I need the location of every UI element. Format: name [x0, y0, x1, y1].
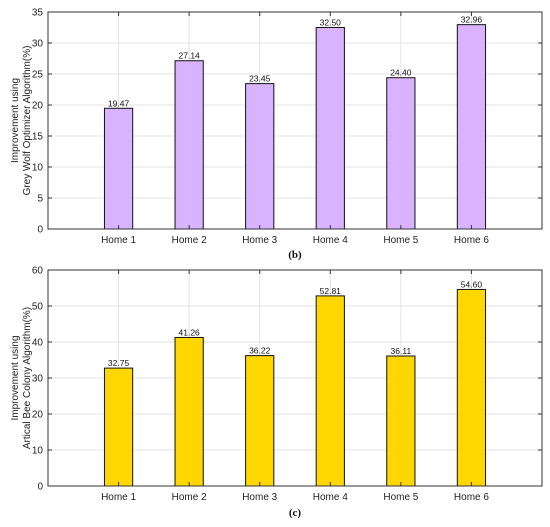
- bar: [315, 27, 345, 230]
- data-label: 27.14: [179, 51, 201, 61]
- y-axis-label-line: Improvement using: [10, 335, 21, 420]
- data-label: 41.26: [179, 327, 201, 337]
- x-tick-label: Home 3: [242, 492, 277, 503]
- x-tick-label: Home 5: [383, 492, 418, 503]
- panel-label: (c): [289, 507, 302, 519]
- bar: [103, 367, 134, 487]
- y-tick-label: 25: [32, 70, 44, 81]
- y-axis-label: Improvement usingGrey Wolf Optimizer Alg…: [10, 46, 33, 196]
- bar: [315, 295, 345, 487]
- bar: [174, 60, 204, 230]
- y-tick-label: 0: [37, 225, 43, 236]
- y-tick-label: 60: [32, 266, 44, 277]
- y-tick-label: 20: [32, 101, 44, 112]
- y-tick-label: 20: [32, 410, 44, 421]
- x-tick-label: Home 4: [313, 492, 348, 503]
- y-tick-label: 0: [37, 482, 43, 493]
- x-tick-label: Home 2: [172, 492, 207, 503]
- bar: [386, 355, 416, 487]
- y-tick-label: 30: [32, 374, 44, 385]
- y-axis-label-line: Improvement using: [10, 78, 21, 163]
- x-tick-label: Home 6: [454, 235, 489, 246]
- data-label: 36.22: [249, 346, 271, 356]
- data-label: 54.60: [461, 279, 483, 289]
- bar: [456, 24, 487, 230]
- data-label: 24.40: [390, 68, 412, 78]
- y-axis-label-line: Grey Wolf Optimizer Algorithm(%): [22, 46, 33, 196]
- y-tick-label: 40: [32, 338, 44, 349]
- data-label: 36.11: [391, 346, 412, 356]
- data-label: 19.47: [108, 98, 130, 108]
- bar: [174, 336, 204, 487]
- data-label: 23.45: [249, 74, 271, 84]
- data-label: 32.96: [461, 15, 483, 25]
- y-tick-label: 15: [32, 132, 44, 143]
- y-axis-label-line: Artical Bee Colony Algorithm(%): [22, 307, 33, 449]
- x-tick-label: Home 1: [101, 235, 136, 246]
- y-tick-label: 35: [32, 8, 44, 19]
- bar: [245, 355, 275, 487]
- x-tick-label: Home 1: [101, 492, 136, 503]
- x-tick-label: Home 6: [454, 492, 489, 503]
- x-tick-label: Home 2: [172, 235, 207, 246]
- axes-frame: [47, 11, 543, 230]
- bar: [245, 83, 275, 230]
- y-tick-label: 10: [32, 163, 44, 174]
- x-tick-label: Home 3: [242, 235, 277, 246]
- y-tick-label: 30: [32, 39, 44, 50]
- data-label: 52.81: [320, 286, 342, 296]
- data-label: 32.75: [108, 358, 130, 368]
- x-tick-label: Home 5: [383, 235, 418, 246]
- panel-label: (b): [288, 249, 302, 261]
- data-label: 32.50: [320, 18, 342, 28]
- y-tick-label: 50: [32, 302, 44, 313]
- y-axis-label: Improvement usingArtical Bee Colony Algo…: [10, 307, 33, 449]
- bar: [386, 77, 416, 230]
- bar: [456, 288, 487, 487]
- bar: [103, 107, 134, 230]
- y-tick-label: 5: [37, 194, 43, 205]
- y-tick-label: 10: [32, 446, 44, 457]
- x-tick-label: Home 4: [313, 235, 348, 246]
